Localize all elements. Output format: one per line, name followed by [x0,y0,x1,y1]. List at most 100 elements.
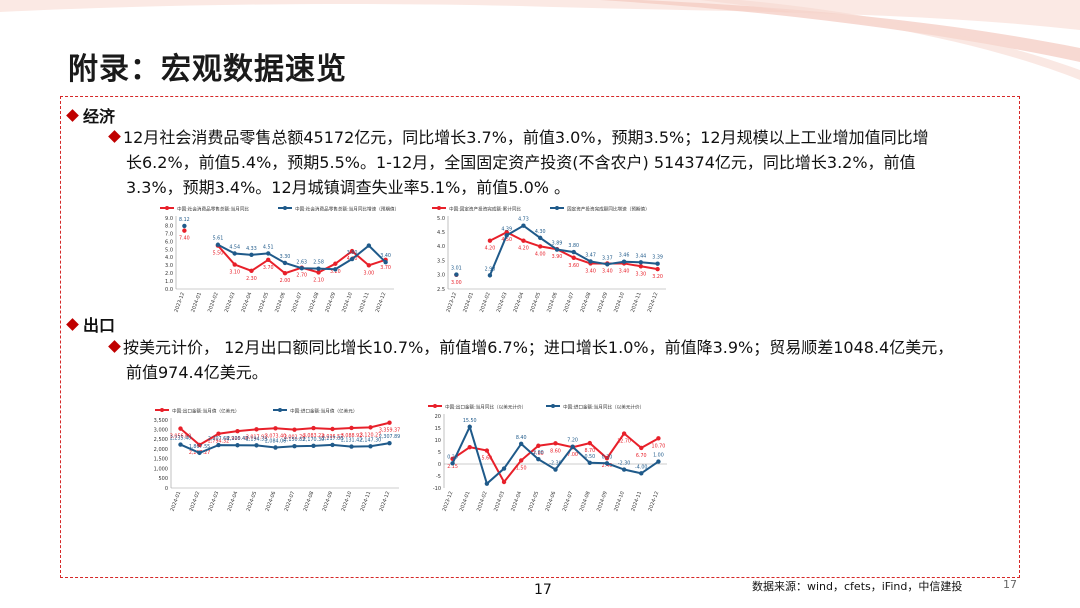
data-label: 3,056.60 [170,434,191,440]
data-point [501,466,507,471]
x-tick-label: 2024-11 [630,491,643,513]
data-label: 3.90 [552,254,563,260]
data-label: 4.33 [246,246,257,252]
data-label: 4.30 [535,229,546,235]
data-point [182,223,187,229]
data-label: 3.20 [652,274,663,280]
page-title: 附录：宏观数据速览 [68,52,347,87]
y-tick-label: 4.0 [437,244,445,250]
data-point [182,228,187,233]
y-tick-label: 2.5 [437,287,445,293]
data-point [282,271,288,276]
y-tick-label: 1.0 [165,279,173,285]
export-heading-text: 出口 [83,316,116,335]
data-point [387,420,392,425]
data-point [316,270,321,275]
data-label: 3.00 [451,280,462,286]
data-label: 3,359.37 [379,428,400,434]
y-tick-label: 3.0 [165,263,173,269]
x-tick-label: 2024-09 [322,491,335,513]
y-tick-label: 4.0 [165,255,173,261]
legend-marker [278,408,282,412]
x-tick-label: 2024-08 [308,292,321,314]
chart-retail-sales-svg: 中国:社会消费品零售总额:当月同比 中国:社会消费品零售总额:当月同比增速（预期值… [160,206,399,314]
data-label: 3.40 [380,253,391,259]
content-frame [60,96,1020,578]
data-label: 4.20 [518,246,529,252]
data-point [178,426,183,431]
legend-marker [160,408,164,412]
data-point [553,467,558,472]
data-label: 0.20 [602,454,613,460]
data-label: 3.89 [552,241,563,247]
diamond-bullet-icon [108,340,121,353]
data-label: 2,307.89 [379,434,400,440]
data-label: 2,235.40 [170,436,191,442]
data-point [553,441,558,446]
data-label: 2,084.06 [265,439,286,445]
data-label: 4.51 [263,244,274,250]
data-point [450,461,455,466]
y-tick-label: 4.5 [437,230,445,236]
data-label: 2,925.48 [227,436,248,442]
data-point [216,431,221,436]
x-tick-label: 2024-06 [274,292,287,314]
data-label: 12.70 [617,439,631,445]
data-label: 2,170.30 [303,437,324,443]
economy-heading-text: 经济 [83,107,116,126]
data-label: 5.60 [482,456,493,462]
data-point [387,440,392,446]
data-label: 6.70 [636,453,647,459]
data-point [349,248,355,254]
data-label: 5.61 [213,236,224,242]
x-tick-label: 2024-12 [647,292,660,314]
data-label: 2.00 [533,450,544,456]
legend-label: 中国:社会消费品零售总额:当月同比 [177,206,249,213]
data-point [368,444,373,449]
x-tick-label: 2024-11 [630,292,643,314]
x-tick-label: 2024-02 [476,491,489,513]
y-tick-label: 0 [438,462,441,468]
chart-export-import-value-svg: 中国:出口金额:当月值（亿美元） 中国:进口金额:当月值（亿美元） 0 500 1,00… [154,408,401,513]
data-label: 3,002.78 [284,435,305,441]
data-point [604,456,610,461]
legend-label: 固定资产投资完成额同比增速（预期值） [567,206,650,213]
legend-marker [437,206,441,210]
x-tick-label: 2024-01 [462,292,475,314]
data-label: 2,794.32 [208,439,229,445]
data-point [368,425,373,430]
data-point [266,257,271,263]
data-point [484,481,490,486]
data-point [232,262,237,267]
x-tick-label: 2024-01 [190,292,203,314]
data-point [366,263,372,268]
data-label: 4.39 [501,226,512,232]
data-point [655,266,660,272]
data-label: 1,807.55 [189,444,210,450]
y-tick-label: 1,000 [154,466,168,472]
data-label: 3,120.27 [360,432,381,438]
data-label: 4.20 [485,246,496,252]
data-label: -2.30 [618,461,630,467]
data-point [501,479,507,485]
chart-fixed-investment-svg: 中国:固定资产投资完成额:累计同比 固定资产投资完成额同比增速（预期值） 2.5 3.… [432,206,666,314]
data-label: 3.60 [568,263,579,269]
data-point [536,457,541,462]
x-tick-label: 2024-03 [208,491,221,513]
data-point [299,266,304,271]
y-tick-label: 5.0 [165,247,173,253]
y-tick-label: 3,000 [154,428,168,434]
x-tick-label: 2024-08 [580,292,593,314]
x-tick-label: 2024-05 [257,292,270,314]
data-label: 3.80 [568,243,579,249]
x-tick-label: 2024-06 [545,491,558,513]
data-label: 10.70 [652,443,666,449]
data-label: 8.12 [179,217,190,223]
data-label: 3,088.92 [341,433,362,439]
x-tick-label: 2024-03 [496,292,509,314]
data-point [655,261,660,266]
chart-export-import-value: 中国:出口金额:当月值（亿美元） 中国:进口金额:当月值（亿美元） 0 500 1,00… [145,402,405,524]
x-tick-label: 2023-12 [173,292,186,314]
x-tick-label: 2024-07 [563,292,576,314]
data-point [484,448,490,453]
